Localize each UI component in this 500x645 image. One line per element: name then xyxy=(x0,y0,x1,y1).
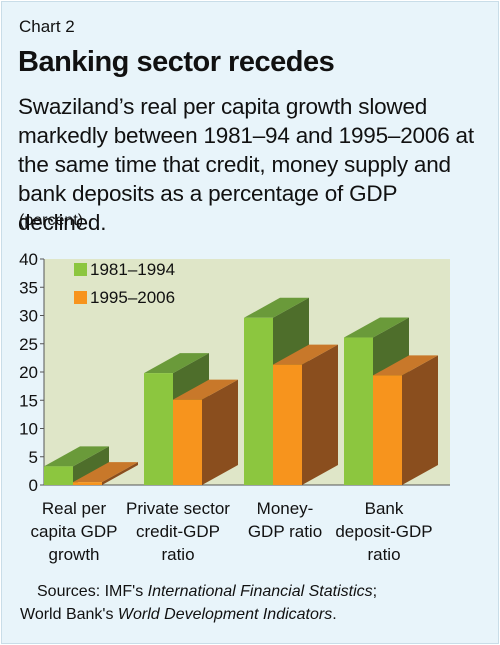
bar-1995-2006-side xyxy=(302,344,338,485)
source-wdi: World Development Indicators xyxy=(117,606,333,623)
bar-1995-2006-top xyxy=(273,344,338,365)
bar-1981-1994 xyxy=(344,337,373,485)
y-tick-label: 20 xyxy=(19,363,38,382)
category-label: ratio xyxy=(367,545,400,564)
bar-1995-2006 xyxy=(373,375,402,485)
sources-note: Sources: IMF's International Financial S… xyxy=(20,580,377,626)
bar-1981-1994 xyxy=(44,466,73,485)
bar-1995-2006-side xyxy=(102,462,138,485)
sources-separator: ; xyxy=(372,583,378,600)
bar-1981-1994 xyxy=(244,317,273,485)
legend-swatch xyxy=(74,263,87,276)
bar-1995-2006-side xyxy=(402,355,438,485)
chart-number: Chart 2 xyxy=(19,17,75,36)
bar-1981-1994 xyxy=(144,373,173,485)
bar-1981-1994-top xyxy=(344,317,409,338)
bar-1981-1994-top xyxy=(144,353,209,374)
legend-swatch xyxy=(74,291,87,304)
y-tick-label: 15 xyxy=(19,391,38,410)
category-label: Real per xyxy=(42,499,107,518)
y-tick-label: 35 xyxy=(19,278,38,297)
bar-1995-2006 xyxy=(273,364,302,485)
bar-chart: 0 5 10 15 20 25 30 35 40 1981–1994 1995–2006 Real p… xyxy=(19,250,450,564)
bar-1981-1994-top xyxy=(244,297,309,318)
bar-1995-2006-top xyxy=(73,462,138,483)
bar-1995-2006-top xyxy=(173,379,238,400)
category-label: capita GDP xyxy=(31,522,118,541)
category-label: Private sector xyxy=(126,499,230,518)
y-axis-unit: (percent) xyxy=(19,212,84,229)
category-label: growth xyxy=(48,545,99,564)
legend-label: 1995–2006 xyxy=(90,288,175,307)
sources-end: . xyxy=(332,606,337,623)
category-label: Bank xyxy=(365,499,404,518)
y-tick-label: 30 xyxy=(19,307,38,326)
y-tick-label: 0 xyxy=(29,476,38,495)
bar-1995-2006-side xyxy=(202,379,238,485)
bar-1995-2006-top xyxy=(373,355,438,376)
category-label: ratio xyxy=(161,545,194,564)
category-label: Money- xyxy=(257,499,314,518)
bar-1981-1994-top xyxy=(44,446,109,467)
category-label: GDP ratio xyxy=(248,522,322,541)
bar-1981-1994-side xyxy=(73,446,109,485)
chart-title: Banking sector recedes xyxy=(18,46,335,78)
category-label: deposit-GDP xyxy=(335,522,432,541)
sources-wb-prefix: World Bank's xyxy=(20,606,118,623)
bar-1995-2006 xyxy=(73,482,102,485)
y-tick-label: 25 xyxy=(19,335,38,354)
y-tick-label: 40 xyxy=(19,250,38,269)
y-tick-label: 10 xyxy=(19,420,38,439)
legend-label: 1981–1994 xyxy=(90,260,175,279)
bar-1995-2006 xyxy=(173,399,202,485)
y-tick-label: 5 xyxy=(29,448,38,467)
source-ifs: International Financial Statistics xyxy=(147,583,373,600)
sources-prefix: Sources: IMF's xyxy=(37,583,148,600)
category-label: credit-GDP xyxy=(136,522,220,541)
chart-subtitle: Swaziland’s real per capita growth slowe… xyxy=(18,94,474,235)
